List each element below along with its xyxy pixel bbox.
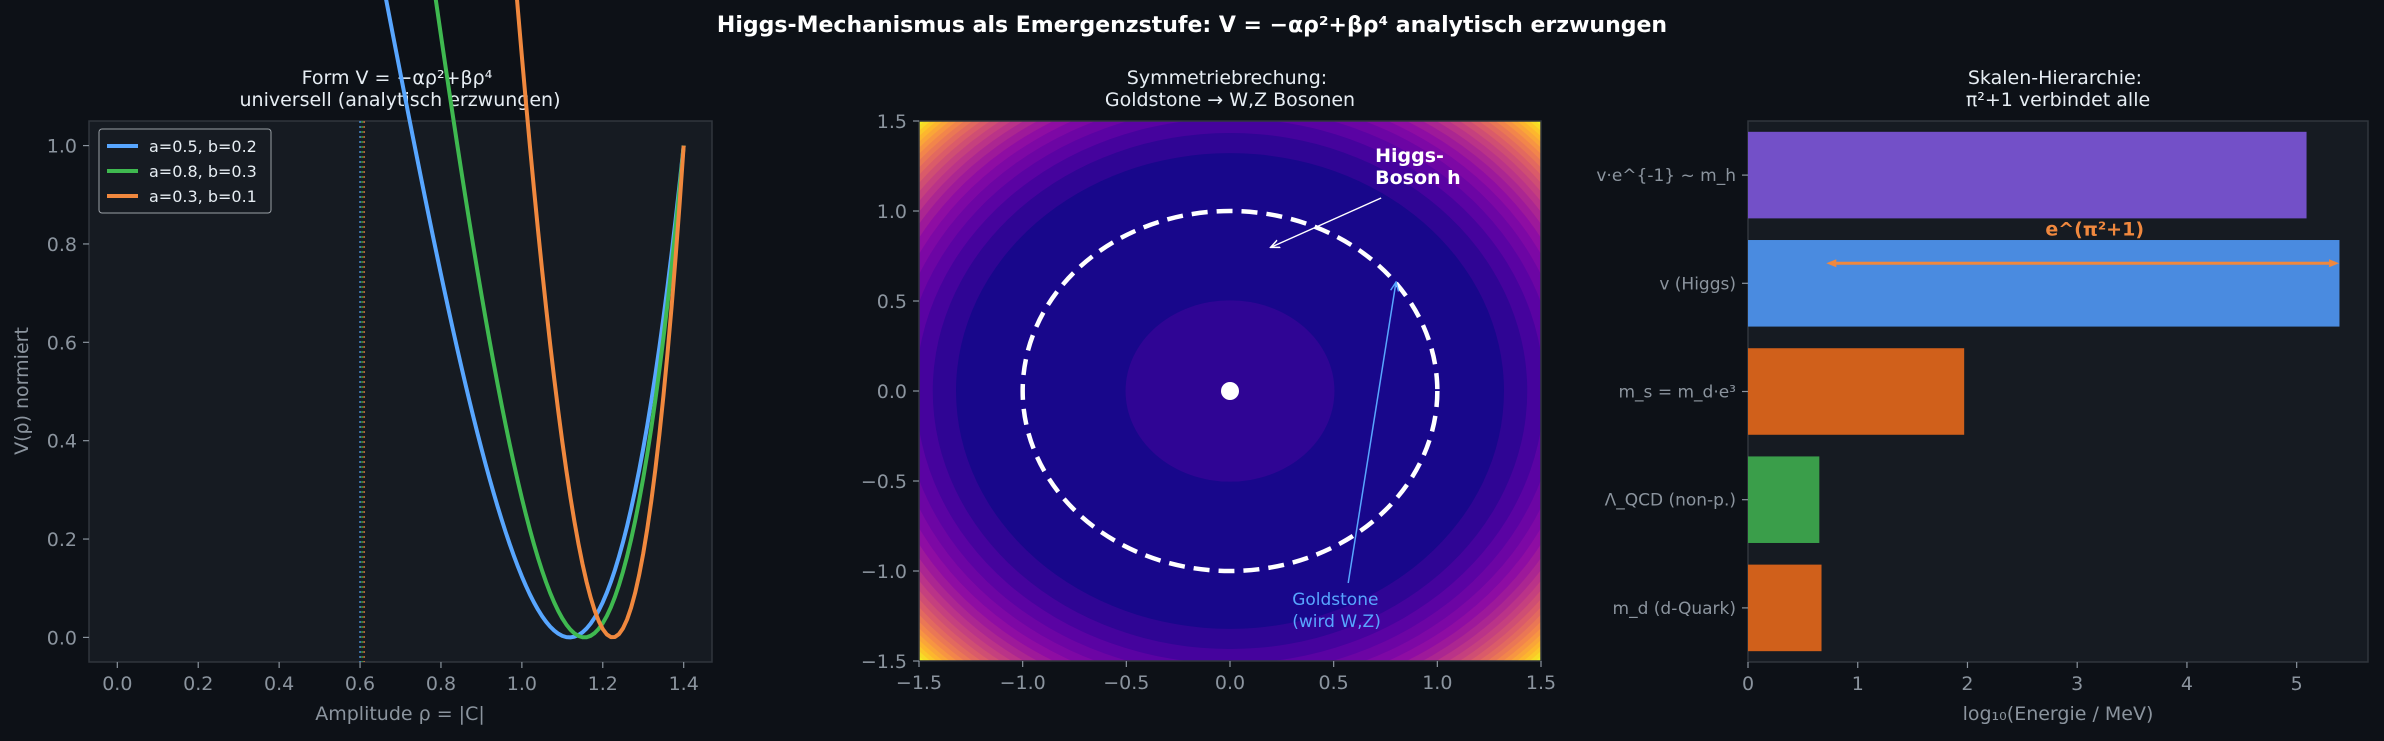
x-tick-label: 1 xyxy=(1852,673,1864,695)
bar xyxy=(1748,348,1965,435)
category-label: v·e^{-1} ~ m_h xyxy=(1596,166,1736,186)
x-tick-label: 0 xyxy=(1742,673,1754,695)
higgs-arrow xyxy=(1271,197,1382,247)
higgs-label: Higgs- xyxy=(1375,145,1444,167)
y-tick-label: 0.2 xyxy=(47,529,77,551)
y-tick-label: 1.0 xyxy=(877,201,907,223)
y-tick-label: 0.4 xyxy=(47,431,77,453)
category-label: Λ_QCD (non-p.) xyxy=(1605,491,1736,511)
series-line xyxy=(384,0,686,640)
panel-potential-shape: Form V = −αρ²+βρ⁴ universell (analytisch… xyxy=(11,0,713,725)
vacuum-circle xyxy=(1020,208,1440,574)
bars xyxy=(1748,131,2340,652)
x-tick-label: 5 xyxy=(2291,673,2303,695)
panel-title: Symmetriebrechung: Goldstone → W,Z Boson… xyxy=(1105,67,1355,111)
y-tick-label: 1.0 xyxy=(47,136,77,158)
figure-suptitle: Higgs-Mechanismus als Emergenzstufe: V =… xyxy=(717,13,1667,38)
x-axis-label: Amplitude ρ = |C| xyxy=(315,703,485,725)
symmetric-point xyxy=(1221,382,1239,400)
legend-box xyxy=(98,128,272,214)
x-tick-label: 0.0 xyxy=(102,673,132,695)
x-tick-label: 1.2 xyxy=(588,673,618,695)
x-axis-label: log₁₀(Energie / MeV) xyxy=(1963,703,2154,725)
x-tick-label: 1.4 xyxy=(669,673,699,695)
panel-title-line-2: universell (analytisch erzwungen) xyxy=(239,89,560,111)
panel-symmetry-breaking: Symmetriebrechung: Goldstone → W,Z Boson… xyxy=(861,67,1556,694)
axis-ticks: v·e^{-1} ~ m_hv (Higgs) m_s = m_d·e³ Λ_QCD… xyxy=(1596,166,2302,695)
axis-ticks: 0.0 0.2 0.4 0.6 0.8 1.0 1.2 1.4 0.0 0.2 0.4 0.6 0.8 1… xyxy=(47,136,699,695)
annotations: Higgs-Boson h Goldstone(wird W,Z) xyxy=(1020,145,1461,632)
category-label: v (Higgs) xyxy=(1659,274,1736,294)
x-tick-label: 4 xyxy=(2181,673,2193,695)
y-tick-label: 1.5 xyxy=(877,111,907,133)
ratio-annotation: e^(π²+1) xyxy=(1826,218,2340,268)
legend-label: a=0.5, b=0.2 xyxy=(149,137,257,156)
y-tick-label: 0.0 xyxy=(47,627,77,649)
ratio-label: e^(π²+1) xyxy=(2045,218,2144,240)
y-tick-label: 0.6 xyxy=(47,332,77,354)
panel-title-line-2: π²+1 verbindet alle xyxy=(1966,89,2150,111)
x-tick-label: 3 xyxy=(2071,673,2083,695)
y-tick-label: 0.8 xyxy=(47,234,77,256)
x-tick-label: 0.6 xyxy=(345,673,375,695)
y-tick-label: 0.5 xyxy=(877,291,907,313)
x-tick-label: 0.8 xyxy=(426,673,456,695)
y-tick-label: 0.0 xyxy=(877,381,907,403)
bar xyxy=(1748,240,2340,327)
x-tick-label: 1.5 xyxy=(1526,672,1556,694)
y-tick-label: −1.0 xyxy=(861,561,907,583)
panel-scale-hierarchy: Skalen-Hierarchie: π²+1 verbindet alle l… xyxy=(1596,67,2369,725)
x-tick-label: 0.0 xyxy=(1215,672,1245,694)
x-tick-label: −0.5 xyxy=(1103,672,1149,694)
x-tick-label: −1.5 xyxy=(896,672,942,694)
panel-title-line-1: Skalen-Hierarchie: xyxy=(1968,67,2142,89)
y-tick-label: −1.5 xyxy=(861,651,907,673)
x-tick-label: 0.4 xyxy=(264,673,294,695)
higgs-label: Boson h xyxy=(1375,167,1461,189)
axis-ticks: −1.5 −1.0 −0.5 0.0 0.5 1.0 1.5 −1.5 −1.0 −0.5 0.0 0… xyxy=(861,111,1556,694)
panel-title: Skalen-Hierarchie: π²+1 verbindet alle xyxy=(1966,67,2150,111)
bar xyxy=(1748,456,1820,543)
x-tick-label: 1.0 xyxy=(1422,672,1452,694)
x-tick-label: −1.0 xyxy=(1000,672,1046,694)
bar xyxy=(1748,564,1822,652)
bar xyxy=(1748,131,2307,219)
category-label: m_s = m_d·e³ xyxy=(1619,383,1737,403)
category-label: m_d (d-Quark) xyxy=(1613,599,1736,619)
panel-title-line-1: Form V = −αρ²+βρ⁴ xyxy=(302,67,493,89)
x-tick-label: 2 xyxy=(1961,673,1973,695)
panel-title-line-1: Symmetriebrechung: xyxy=(1127,67,1327,89)
legend-label: a=0.3, b=0.1 xyxy=(149,187,257,206)
legend-label: a=0.8, b=0.3 xyxy=(149,162,257,181)
panel-title-line-2: Goldstone → W,Z Bosonen xyxy=(1105,89,1355,111)
legend: a=0.5, b=0.2 a=0.8, b=0.3 a=0.3, b=0.1 xyxy=(98,128,272,214)
goldstone-arrow xyxy=(1347,283,1396,584)
goldstone-label: (wird W,Z) xyxy=(1292,612,1381,632)
series-line xyxy=(433,0,686,640)
x-tick-label: 1.0 xyxy=(507,673,537,695)
x-tick-label: 0.5 xyxy=(1319,672,1349,694)
x-tick-label: 0.2 xyxy=(183,673,213,695)
goldstone-label: Goldstone xyxy=(1292,590,1378,610)
series-line xyxy=(515,0,686,640)
series-lines xyxy=(384,0,686,640)
y-axis-label: V(ρ) normiert xyxy=(11,327,33,455)
y-tick-label: −0.5 xyxy=(861,471,907,493)
minimum-markers xyxy=(359,121,365,662)
